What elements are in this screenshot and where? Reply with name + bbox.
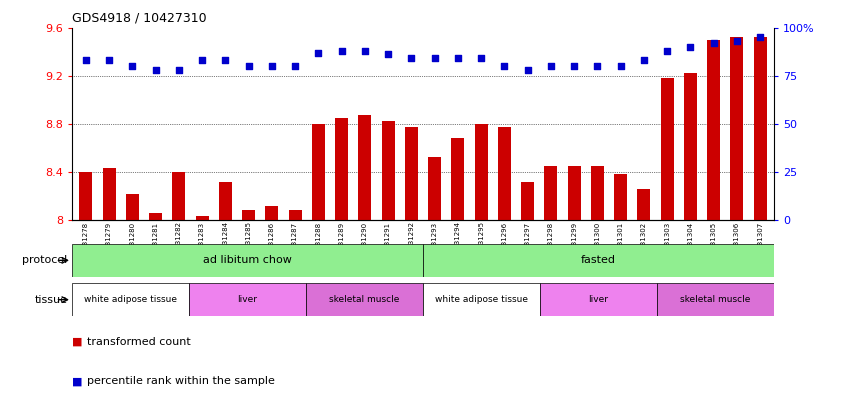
Text: ■: ■ <box>72 376 82 386</box>
Point <box>707 40 721 46</box>
Bar <box>423 244 774 277</box>
Bar <box>707 40 720 220</box>
Point <box>661 48 674 54</box>
Bar <box>684 73 697 220</box>
Point <box>451 55 464 61</box>
Bar <box>288 211 301 220</box>
Bar <box>521 182 534 220</box>
Bar <box>72 244 423 277</box>
Point <box>382 51 395 58</box>
Bar <box>428 158 441 220</box>
Text: liver: liver <box>589 295 608 304</box>
Point <box>730 38 744 44</box>
Bar <box>126 194 139 220</box>
Bar <box>306 283 423 316</box>
Point <box>404 55 418 61</box>
Bar <box>359 116 371 220</box>
Point <box>79 57 92 63</box>
Text: percentile rank within the sample: percentile rank within the sample <box>87 376 275 386</box>
Point <box>102 57 116 63</box>
Bar <box>475 124 487 220</box>
Point <box>242 63 255 69</box>
Point <box>637 57 651 63</box>
Bar <box>405 127 418 220</box>
Point <box>544 63 558 69</box>
Point <box>288 63 302 69</box>
Bar <box>498 127 511 220</box>
Point <box>428 55 442 61</box>
Text: transformed count: transformed count <box>87 337 191 347</box>
Bar <box>312 124 325 220</box>
Point <box>754 34 767 40</box>
Bar <box>266 206 278 220</box>
Point <box>358 48 371 54</box>
Bar <box>540 283 657 316</box>
Bar <box>173 172 185 220</box>
Text: liver: liver <box>238 295 257 304</box>
Text: protocol: protocol <box>23 255 68 265</box>
Point <box>311 50 325 56</box>
Text: fasted: fasted <box>581 255 616 265</box>
Bar <box>195 217 208 220</box>
Bar <box>382 121 394 220</box>
Point <box>172 67 185 73</box>
Bar <box>657 283 774 316</box>
Text: skeletal muscle: skeletal muscle <box>680 295 750 304</box>
Bar <box>189 283 306 316</box>
Bar <box>242 211 255 220</box>
Bar <box>149 213 162 220</box>
Point <box>591 63 604 69</box>
Point <box>335 48 349 54</box>
Bar <box>80 172 92 220</box>
Point <box>521 67 535 73</box>
Bar <box>219 182 232 220</box>
Text: ■: ■ <box>72 337 82 347</box>
Point <box>684 44 697 50</box>
Bar <box>452 138 464 220</box>
Text: tissue: tissue <box>35 295 68 305</box>
Point <box>218 57 232 63</box>
Point <box>497 63 511 69</box>
Bar <box>754 37 766 220</box>
Point <box>195 57 209 63</box>
Point <box>265 63 278 69</box>
Bar <box>72 283 189 316</box>
Bar <box>638 189 651 220</box>
Bar <box>423 283 540 316</box>
Point <box>475 55 488 61</box>
Text: skeletal muscle: skeletal muscle <box>329 295 399 304</box>
Text: white adipose tissue: white adipose tissue <box>435 295 528 304</box>
Bar <box>568 166 580 220</box>
Point <box>149 67 162 73</box>
Text: white adipose tissue: white adipose tissue <box>84 295 177 304</box>
Text: ad libitum chow: ad libitum chow <box>203 255 292 265</box>
Bar <box>661 78 673 220</box>
Point <box>614 63 628 69</box>
Point <box>125 63 139 69</box>
Point <box>568 63 581 69</box>
Bar <box>545 166 558 220</box>
Bar <box>730 37 744 220</box>
Bar <box>591 166 604 220</box>
Bar <box>335 118 348 220</box>
Bar <box>102 168 116 220</box>
Bar <box>614 174 627 220</box>
Text: GDS4918 / 10427310: GDS4918 / 10427310 <box>72 12 206 25</box>
